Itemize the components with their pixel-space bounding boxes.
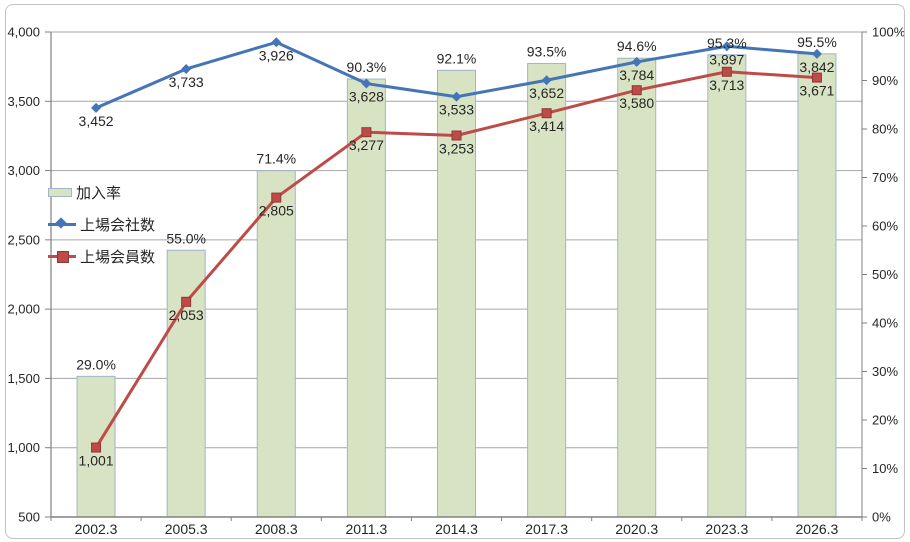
square-marker <box>541 108 552 119</box>
y-right-tick-label: 90% <box>872 73 898 88</box>
y-right-tick-label: 30% <box>872 364 898 379</box>
point-label: 3,628 <box>349 89 384 105</box>
y-right-tick-label: 100% <box>872 25 906 40</box>
y-left-tick-label: 2,500 <box>7 232 40 247</box>
bar <box>617 57 657 518</box>
legend: 加入率 上場会社数 上場会員数 <box>48 176 155 272</box>
x-tick-label: 2008.3 <box>255 521 298 537</box>
point-label: 3,253 <box>439 141 474 157</box>
bar-label: 92.1% <box>437 50 477 66</box>
bar-swatch-icon <box>48 187 72 197</box>
square-marker <box>91 442 102 453</box>
point-label: 3,533 <box>439 102 474 118</box>
y-left-tick-label: 3,000 <box>7 163 40 178</box>
square-marker <box>361 127 372 138</box>
y-left-tick-label: 4,000 <box>7 25 40 40</box>
point-label: 3,452 <box>79 113 114 129</box>
y-right-tick-label: 80% <box>872 122 898 137</box>
diamond-marker <box>721 41 732 52</box>
point-label: 1,001 <box>79 453 114 469</box>
line-square-swatch-icon <box>48 251 76 263</box>
y-right-tick-label: 10% <box>872 461 898 476</box>
y-left-tick-label: 1,000 <box>7 440 40 455</box>
point-label: 3,733 <box>169 74 204 90</box>
legend-item-subscription-rate: 加入率 <box>48 176 155 208</box>
x-tick-label: 2002.3 <box>75 521 118 537</box>
point-label: 2,805 <box>259 203 294 219</box>
point-label: 3,842 <box>799 59 834 75</box>
point-label: 3,713 <box>709 77 744 93</box>
square-marker <box>271 192 282 203</box>
legend-label-listed-companies: 上場会社数 <box>80 216 156 234</box>
bar-label: 95.5% <box>797 34 837 50</box>
square-marker <box>451 130 462 141</box>
bar <box>707 54 747 518</box>
diamond-marker <box>631 56 642 67</box>
point-label: 2,053 <box>169 307 204 323</box>
square-marker <box>631 85 642 96</box>
bar-label: 90.3% <box>347 59 387 75</box>
bar-label: 95.3% <box>707 35 747 51</box>
x-tick-label: 2011.3 <box>345 521 387 537</box>
bar <box>437 69 476 518</box>
y-right-tick-label: 40% <box>872 316 898 331</box>
x-tick-label: 2017.3 <box>525 521 568 537</box>
y-right-tick-label: 70% <box>872 170 898 185</box>
diamond-marker <box>181 63 192 74</box>
y-left-tick-label: 500 <box>18 510 40 525</box>
bar-label: 29.0% <box>76 356 116 372</box>
x-tick-label: 2014.3 <box>435 521 478 537</box>
y-left-tick-label: 2,000 <box>7 302 40 317</box>
point-label: 3,277 <box>349 137 384 153</box>
diamond-marker <box>271 37 282 48</box>
legend-label-listed-members: 上場会員数 <box>80 248 156 266</box>
x-tick-label: 2023.3 <box>705 521 748 537</box>
diamond-marker <box>361 78 372 89</box>
diamond-marker <box>811 48 822 59</box>
legend-item-listed-companies: 上場会社数 <box>48 208 155 240</box>
bar-label: 71.4% <box>256 151 296 167</box>
square-marker <box>721 66 732 77</box>
point-label: 3,580 <box>619 95 654 111</box>
y-right-tick-label: 60% <box>872 219 898 234</box>
bar-label: 94.6% <box>617 38 657 54</box>
y-right-tick-label: 20% <box>872 413 898 428</box>
point-label: 3,652 <box>529 85 564 101</box>
diamond-marker <box>91 102 102 113</box>
x-tick-label: 2005.3 <box>165 521 208 537</box>
point-label: 3,671 <box>799 83 834 99</box>
diamond-marker <box>451 91 462 102</box>
y-right-tick-label: 0% <box>872 510 891 525</box>
diamond-marker <box>541 75 552 86</box>
square-marker <box>811 72 822 83</box>
point-label: 3,897 <box>709 51 744 67</box>
bar <box>256 170 296 518</box>
bar <box>166 249 206 518</box>
x-tick-label: 2026.3 <box>796 521 839 537</box>
point-label: 3,784 <box>619 67 654 83</box>
bar <box>797 53 837 518</box>
y-left-tick-label: 3,500 <box>7 94 40 109</box>
x-tick-label: 2020.3 <box>615 521 658 537</box>
y-left-tick-label: 1,500 <box>7 371 40 386</box>
point-label: 3,414 <box>529 118 564 134</box>
legend-item-listed-members: 上場会員数 <box>48 240 155 272</box>
bar-label: 93.5% <box>527 44 567 60</box>
line-diamond-swatch-icon <box>48 217 76 229</box>
y-right-tick-label: 50% <box>872 267 898 282</box>
point-label: 3,926 <box>259 47 294 63</box>
bar-label: 55.0% <box>166 230 206 246</box>
square-marker <box>181 296 192 307</box>
legend-label-subscription-rate: 加入率 <box>76 184 122 202</box>
